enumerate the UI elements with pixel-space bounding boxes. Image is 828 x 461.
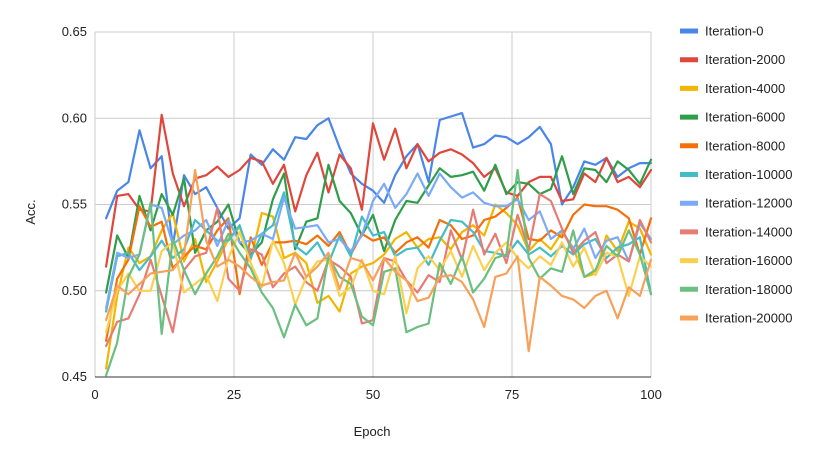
series-line-iteration-16000 <box>104 231 653 334</box>
legend-label: Iteration-10000 <box>705 167 792 182</box>
legend-label: Iteration-14000 <box>705 224 792 239</box>
legend-label: Iteration-20000 <box>705 311 792 326</box>
series-line-iteration-12000 <box>104 172 653 310</box>
series-line-iteration-8000 <box>104 196 653 342</box>
y-tick-label: 0.60 <box>62 110 87 125</box>
series-line-iteration-20000 <box>104 168 653 353</box>
legend-label: Iteration-0 <box>705 24 764 39</box>
y-axis-title: Acc. <box>23 199 38 224</box>
axes: 0.45 0.50 0.55 0.60 0.65 0 25 50 75 100 <box>62 24 662 402</box>
legend-label: Iteration-4000 <box>705 81 785 96</box>
x-tick-label: 75 <box>505 387 519 402</box>
legend-label: Iteration-8000 <box>705 138 785 153</box>
series-line-iteration-18000 <box>104 168 653 377</box>
legend: Iteration-0 Iteration-2000 Iteration-4000 I… <box>680 24 792 326</box>
x-tick-label: 0 <box>91 387 98 402</box>
legend-label: Iteration-2000 <box>705 52 785 67</box>
legend-label: Iteration-18000 <box>705 282 792 297</box>
x-tick-label: 50 <box>366 387 380 402</box>
series-line-iteration-14000 <box>104 193 653 347</box>
y-tick-label: 0.50 <box>62 283 87 298</box>
x-tick-label: 100 <box>640 387 662 402</box>
legend-label: Iteration-16000 <box>705 253 792 268</box>
y-tick-label: 0.65 <box>62 24 87 39</box>
series-lines <box>104 111 653 377</box>
y-tick-label: 0.55 <box>62 197 87 212</box>
x-axis-title: Epoch <box>354 424 391 439</box>
y-tick-label: 0.45 <box>62 369 87 384</box>
legend-label: Iteration-12000 <box>705 196 792 211</box>
legend-label: Iteration-6000 <box>705 110 785 125</box>
x-tick-label: 25 <box>227 387 241 402</box>
